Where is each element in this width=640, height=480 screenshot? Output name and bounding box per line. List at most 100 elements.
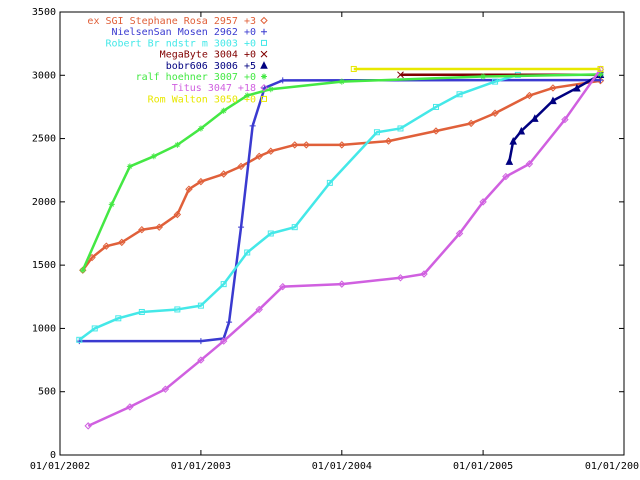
data-point bbox=[291, 141, 299, 149]
series-1 bbox=[76, 77, 604, 345]
data-point bbox=[267, 86, 274, 93]
x-tick-label: 01/01/2005 bbox=[453, 461, 513, 472]
legend-label: bobr606 3006 +5 bbox=[166, 61, 256, 72]
data-point bbox=[174, 306, 181, 313]
series-4 bbox=[505, 70, 605, 165]
data-point bbox=[244, 249, 251, 256]
data-point bbox=[126, 163, 133, 170]
data-point bbox=[115, 315, 122, 322]
data-point bbox=[338, 78, 345, 85]
y-tick-label: 2000 bbox=[32, 197, 56, 208]
series-line bbox=[79, 78, 601, 343]
data-point bbox=[525, 160, 534, 168]
data-point bbox=[255, 305, 263, 314]
data-point bbox=[525, 91, 534, 100]
data-point bbox=[397, 71, 404, 79]
data-point bbox=[255, 152, 263, 160]
data-point bbox=[509, 136, 518, 145]
data-point bbox=[138, 225, 146, 234]
data-point bbox=[456, 91, 463, 98]
data-point bbox=[396, 274, 405, 282]
x-tick-label: 01/01/2002 bbox=[30, 461, 90, 472]
data-point bbox=[249, 122, 256, 129]
data-point bbox=[573, 83, 581, 92]
data-point bbox=[373, 129, 380, 136]
legend-marker bbox=[260, 50, 268, 58]
legend-marker bbox=[261, 95, 267, 102]
data-point bbox=[174, 141, 181, 148]
data-point bbox=[155, 223, 163, 231]
data-point bbox=[238, 224, 245, 231]
series-7 bbox=[350, 65, 604, 72]
legend-marker bbox=[260, 16, 268, 25]
data-point bbox=[108, 201, 115, 208]
data-point bbox=[433, 103, 439, 110]
legend-marker bbox=[261, 39, 267, 46]
data-point bbox=[219, 337, 228, 345]
data-point bbox=[197, 356, 205, 364]
data-point bbox=[517, 126, 526, 135]
legend-marker bbox=[260, 83, 268, 92]
data-point bbox=[326, 179, 333, 186]
y-tick-label: 1000 bbox=[32, 323, 56, 334]
series-6 bbox=[84, 65, 605, 430]
legend-label: ralf hoehner 3007 +0 bbox=[136, 72, 256, 83]
data-point bbox=[549, 84, 557, 92]
data-point bbox=[79, 266, 87, 274]
legend-label: Robert Br ndstr m 3003 +0 bbox=[105, 38, 256, 49]
series-5 bbox=[79, 71, 604, 274]
data-point bbox=[91, 325, 98, 332]
data-point bbox=[384, 137, 393, 145]
series-layer bbox=[76, 65, 605, 430]
data-point bbox=[79, 267, 86, 274]
data-point bbox=[505, 157, 514, 165]
y-tick-label: 1500 bbox=[32, 260, 56, 271]
legend-label: NielsenSan Mosen 2962 +0 bbox=[112, 27, 257, 38]
legend-marker bbox=[260, 61, 268, 69]
data-point bbox=[279, 282, 287, 291]
data-point bbox=[185, 185, 193, 193]
data-point bbox=[291, 224, 298, 231]
x-tick-label: 01/01/200 bbox=[585, 461, 639, 472]
y-tick-label: 3500 bbox=[32, 7, 56, 18]
series-line bbox=[87, 68, 602, 428]
data-point bbox=[338, 280, 346, 288]
legend-marker bbox=[261, 28, 267, 35]
data-point bbox=[197, 338, 204, 345]
legend-label: Rom Walton 3050 +0 bbox=[148, 94, 256, 105]
data-point bbox=[118, 238, 126, 247]
data-point bbox=[432, 127, 440, 135]
data-point bbox=[267, 230, 274, 237]
data-point bbox=[338, 141, 346, 149]
y-tick-label: 3000 bbox=[32, 70, 56, 81]
data-point bbox=[502, 172, 510, 181]
data-point bbox=[467, 119, 475, 128]
data-point bbox=[531, 114, 539, 122]
series-line bbox=[81, 79, 601, 271]
y-axis: 0 500 1000 1500 2000 2500 3000 3500 bbox=[32, 7, 624, 461]
data-point bbox=[397, 125, 404, 132]
data-point bbox=[197, 177, 205, 186]
data-point bbox=[561, 115, 569, 124]
data-point bbox=[220, 281, 227, 288]
data-point bbox=[226, 319, 233, 326]
data-point bbox=[76, 336, 83, 343]
data-point bbox=[492, 78, 499, 85]
data-point bbox=[597, 71, 604, 78]
data-point bbox=[150, 153, 157, 160]
data-point bbox=[597, 77, 604, 84]
data-point bbox=[138, 308, 145, 315]
data-point bbox=[350, 65, 357, 72]
data-point bbox=[597, 65, 604, 72]
data-point bbox=[197, 125, 204, 132]
data-point bbox=[173, 210, 182, 219]
data-point bbox=[480, 73, 487, 80]
data-point bbox=[220, 107, 227, 114]
data-point bbox=[102, 242, 111, 250]
data-point bbox=[244, 92, 251, 99]
x-axis: 01/01/2002 01/01/2003 01/01/2004 01/01/2005… bbox=[30, 12, 639, 472]
series-line bbox=[81, 73, 601, 271]
data-point bbox=[126, 403, 134, 411]
